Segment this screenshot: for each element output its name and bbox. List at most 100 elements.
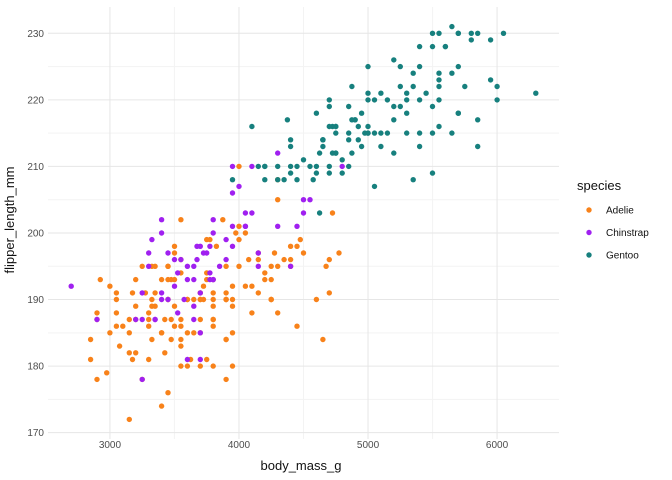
data-point [436, 123, 442, 130]
data-point [297, 236, 303, 243]
data-point [275, 150, 281, 156]
data-point [149, 303, 155, 309]
data-point [313, 170, 320, 176]
data-point [365, 97, 371, 103]
data-point [236, 163, 242, 170]
y-tick-label: 230 [27, 29, 44, 40]
data-point [162, 350, 168, 356]
data-point [171, 256, 178, 263]
data-point [500, 30, 507, 36]
data-point [200, 283, 207, 289]
data-points [68, 23, 539, 423]
data-point [455, 30, 461, 36]
data-point [207, 276, 213, 283]
data-point [223, 236, 229, 243]
data-point [468, 30, 474, 36]
data-point [365, 63, 371, 70]
data-point [249, 163, 255, 170]
y-tick-label: 180 [27, 362, 44, 373]
data-point [391, 150, 397, 156]
data-point [216, 263, 223, 269]
data-point [229, 296, 236, 303]
series-chinstrap [68, 150, 345, 383]
legend-key-dot [586, 252, 592, 258]
y-tick-label: 200 [27, 228, 44, 239]
data-point [436, 83, 442, 90]
gridlines-minor [48, 7, 559, 439]
data-point [494, 97, 500, 103]
data-point [168, 316, 174, 323]
data-point [475, 117, 481, 123]
data-point [113, 290, 120, 296]
data-point [300, 210, 307, 216]
data-point [249, 283, 255, 289]
data-point [410, 70, 416, 76]
data-point [242, 210, 249, 216]
data-point [365, 90, 371, 96]
data-point [271, 250, 278, 256]
data-point [220, 217, 226, 223]
data-point [371, 130, 378, 136]
data-point [404, 97, 410, 103]
data-point [133, 350, 139, 356]
data-point [268, 276, 274, 283]
data-point [229, 363, 236, 369]
data-point [346, 130, 352, 136]
data-point [281, 256, 287, 263]
data-point [429, 130, 436, 136]
data-point [349, 83, 355, 90]
data-point [287, 143, 294, 150]
data-point [178, 363, 184, 369]
data-point [242, 283, 249, 289]
data-point [204, 250, 210, 256]
data-point [158, 330, 165, 336]
data-point [113, 296, 120, 303]
data-point [475, 143, 481, 150]
data-point [358, 143, 365, 150]
data-point [416, 43, 423, 50]
data-point [207, 236, 213, 243]
data-point [397, 83, 403, 90]
data-point [116, 343, 123, 349]
data-point [104, 370, 110, 376]
data-point [436, 97, 442, 103]
data-point [262, 276, 268, 283]
x-tick-label: 5000 [357, 440, 380, 451]
data-point [113, 310, 120, 316]
data-point [181, 296, 187, 303]
data-point [300, 197, 307, 203]
data-point [207, 243, 213, 249]
data-point [410, 177, 416, 183]
data-point [275, 223, 281, 229]
data-point [416, 130, 423, 136]
data-point [442, 43, 449, 50]
data-point [255, 256, 261, 263]
data-point [249, 310, 255, 316]
data-point [223, 296, 229, 303]
data-point [371, 183, 378, 190]
data-point [404, 90, 410, 96]
data-point [178, 316, 184, 323]
data-point [487, 77, 494, 83]
data-point [129, 356, 136, 363]
data-point [139, 263, 145, 269]
data-point [326, 170, 332, 176]
series-gentoo [229, 23, 539, 216]
data-point [255, 263, 261, 269]
data-point [326, 290, 332, 296]
data-point [126, 416, 132, 423]
data-point [436, 70, 442, 76]
legend-items: Adelie Chinstrap Gentoo [586, 206, 649, 262]
y-tick-label: 210 [27, 162, 44, 173]
data-point [210, 303, 216, 309]
data-point [236, 263, 242, 269]
data-point [94, 376, 100, 383]
data-point [197, 363, 203, 369]
data-point [126, 316, 132, 323]
data-point [436, 30, 442, 36]
data-point [487, 37, 494, 43]
data-point [146, 323, 152, 329]
data-point [262, 177, 268, 183]
data-point [249, 123, 255, 130]
